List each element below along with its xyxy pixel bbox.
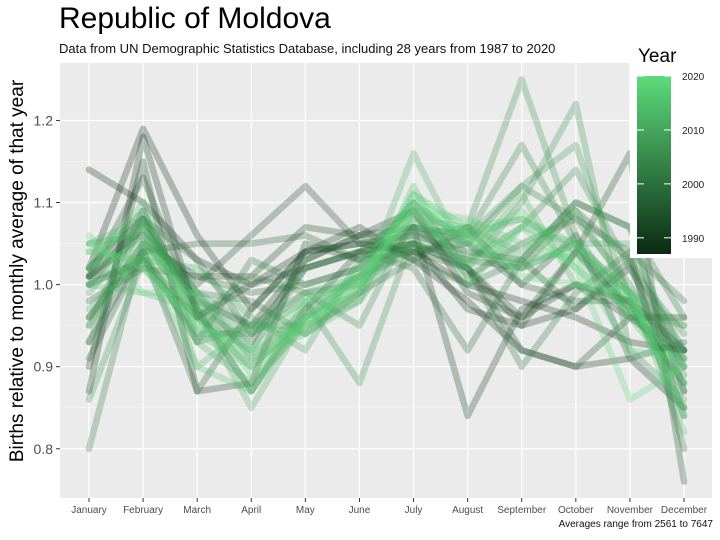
y-tick-label: 1.0 [34,277,54,293]
legend-title: Year [638,46,677,67]
legend-tick-label: 1990 [682,234,705,245]
series-line-2014 [85,207,688,436]
series-line-1998 [85,207,688,420]
x-tick-label: March [183,505,211,516]
series-line-2019 [85,207,688,403]
series-line-2010 [85,215,688,354]
series-line-2017 [85,199,688,370]
x-tick-label: December [661,505,708,516]
series-line-2020 [85,191,688,411]
series-line-1995 [85,215,688,362]
x-tick-label: October [558,505,594,516]
legend-tick-label: 2020 [682,72,705,83]
chart-caption: Averages range from 2561 to 7647 [558,519,713,530]
chart-subtitle: Data from UN Demographic Statistics Data… [59,41,556,56]
series-line-1988 [85,125,688,411]
series-line-1992 [85,223,688,387]
series-line-2004 [85,141,688,362]
x-tick-label: February [123,505,163,516]
series-line-2006 [85,76,688,403]
legend-colorbar: 1990 2000 2010 2020 [637,72,705,254]
x-tick-label: September [497,505,547,516]
series-line-2002 [85,199,688,453]
series-line-2003 [85,182,688,379]
x-tick-label: May [296,505,315,516]
series-line-2011 [85,207,688,411]
plot-panel [60,63,712,498]
series-line-1994 [85,150,688,485]
series-line-2015 [85,215,688,395]
y-tick-label: 0.9 [34,359,54,375]
y-tick-label: 1.1 [34,195,54,211]
series-line-2016 [85,191,688,387]
series-line-2018 [85,207,688,379]
series-line-2007 [85,100,688,403]
series-line-2000 [85,207,688,453]
series-line-1993 [85,182,688,370]
series-line-1989 [85,133,688,395]
series-line-2001 [85,199,688,370]
series-line-1997 [85,232,688,395]
series-line-1999 [85,199,688,395]
series-line-2012 [85,150,688,387]
year-legend: Year 1990 2000 2010 2020 [630,42,714,258]
series-line-2013 [85,182,688,420]
series-line-2005 [85,166,688,346]
legend-tick-label: 2000 [682,180,705,191]
y-tick-label: 0.8 [34,441,54,457]
series-line-1991 [85,158,688,420]
legend-gradient-bar [637,76,671,254]
series-lines [85,76,688,485]
chart-title: Republic of Moldova [59,2,331,35]
x-tick-label: April [241,505,261,516]
x-tick-label: July [405,505,423,516]
x-tick-label: June [349,505,371,516]
x-tick-label: November [607,505,654,516]
legend-tick-label: 2010 [682,126,705,137]
series-line-1996 [85,232,688,395]
series-line-2008 [85,141,688,411]
y-tick-label: 1.2 [34,112,54,128]
x-tick-label: January [71,505,107,516]
x-tick-label: August [452,505,483,516]
series-line-1990 [85,207,688,354]
series-line-2009 [85,199,688,362]
series-line-1987 [85,166,688,354]
